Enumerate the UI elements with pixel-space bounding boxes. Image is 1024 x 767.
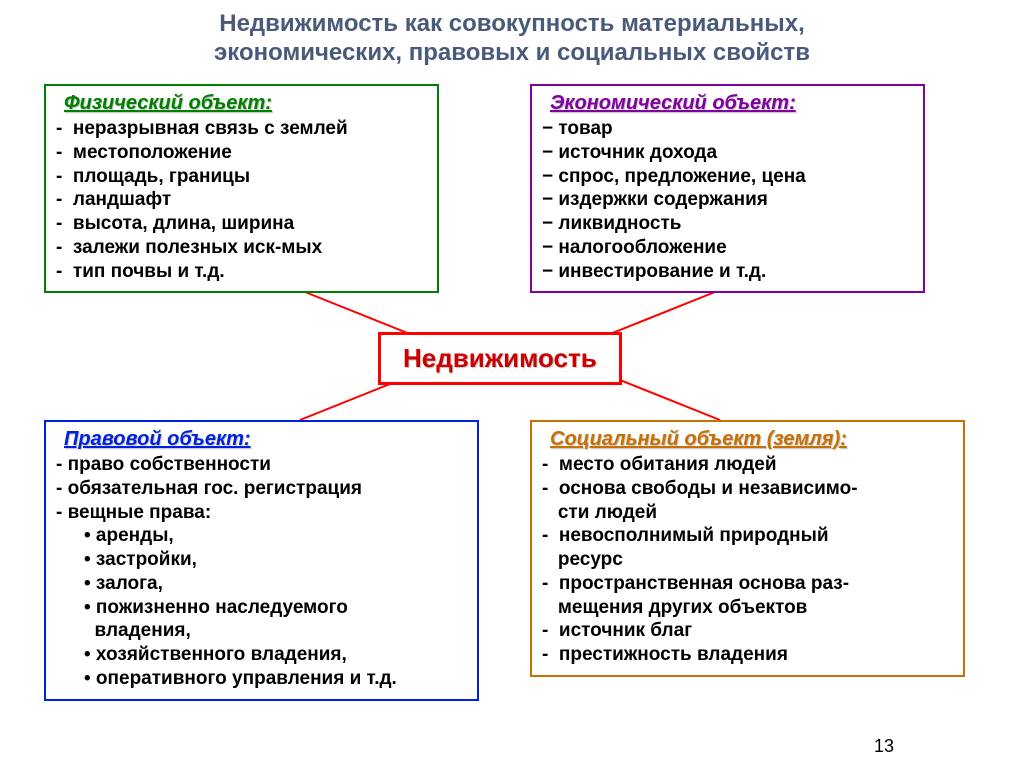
physical-object-box: Физический объект: - неразрывная связь с… xyxy=(44,84,439,293)
title-line-1: Недвижимость как совокупность материальн… xyxy=(219,10,805,37)
list-item: - ландшафт xyxy=(56,188,427,212)
legal-sub-items: • аренды,• застройки,• залога,• пожизнен… xyxy=(56,524,467,690)
list-item: - высота, длина, ширина xyxy=(56,212,427,236)
list-item: - невосполнимый природный xyxy=(542,524,953,548)
list-item: мещения других объектов xyxy=(542,596,953,620)
economic-items: − товар− источник дохода− спрос, предлож… xyxy=(542,117,913,283)
list-item: - обязательная гос. регистрация xyxy=(56,477,467,501)
sub-list-item: • залога, xyxy=(56,572,467,596)
list-item: − издержки содержания xyxy=(542,188,913,212)
sub-list-item: • оперативного управления и т.д. xyxy=(56,667,467,691)
list-item: ресурс xyxy=(542,548,953,572)
list-item: − товар xyxy=(542,117,913,141)
economic-object-box: Экономический объект: − товар− источник … xyxy=(530,84,925,293)
physical-title: Физический объект: xyxy=(64,92,427,115)
title-line-2: экономических, правовых и социальных сво… xyxy=(214,39,810,66)
legal-title: Правовой объект: xyxy=(64,428,467,451)
list-item: - основа свободы и независимо- xyxy=(542,477,953,501)
list-item: - площадь, границы xyxy=(56,165,427,189)
social-object-box: Социальный объект (земля): - место обита… xyxy=(530,420,965,677)
sub-list-item: • хозяйственного владения, xyxy=(56,643,467,667)
social-items: - место обитания людей- основа свободы и… xyxy=(542,453,953,667)
legal-items: - право собственности- обязательная гос.… xyxy=(56,453,467,524)
legal-object-box: Правовой объект: - право собственности- … xyxy=(44,420,479,701)
list-item: - залежи полезных иск-мых xyxy=(56,236,427,260)
list-item: - тип почвы и т.д. xyxy=(56,260,427,284)
list-item: − инвестирование и т.д. xyxy=(542,260,913,284)
list-item: - неразрывная связь с землей xyxy=(56,117,427,141)
list-item: - престижность владения xyxy=(542,643,953,667)
list-item: − источник дохода xyxy=(542,141,913,165)
list-item: − ликвидность xyxy=(542,212,913,236)
center-label: Недвижимость xyxy=(403,343,597,373)
page-title: Недвижимость как совокупность материальн… xyxy=(0,0,1024,74)
page-number: 13 xyxy=(874,736,894,757)
social-title: Социальный объект (земля): xyxy=(550,428,953,451)
list-item: - место обитания людей xyxy=(542,453,953,477)
sub-list-item: • застройки, xyxy=(56,548,467,572)
economic-title: Экономический объект: xyxy=(550,92,913,115)
list-item: - вещные права: xyxy=(56,501,467,525)
list-item: − спрос, предложение, цена xyxy=(542,165,913,189)
physical-items: - неразрывная связь с землей- местополож… xyxy=(56,117,427,283)
list-item: - местоположение xyxy=(56,141,427,165)
sub-list-item: владения, xyxy=(56,619,467,643)
sub-list-item: • пожизненно наследуемого xyxy=(56,596,467,620)
list-item: − налогообложение xyxy=(542,236,913,260)
list-item: сти людей xyxy=(542,501,953,525)
list-item: - пространственная основа раз- xyxy=(542,572,953,596)
list-item: - источник благ xyxy=(542,619,953,643)
list-item: - право собственности xyxy=(56,453,467,477)
center-node: Недвижимость xyxy=(378,332,622,385)
sub-list-item: • аренды, xyxy=(56,524,467,548)
